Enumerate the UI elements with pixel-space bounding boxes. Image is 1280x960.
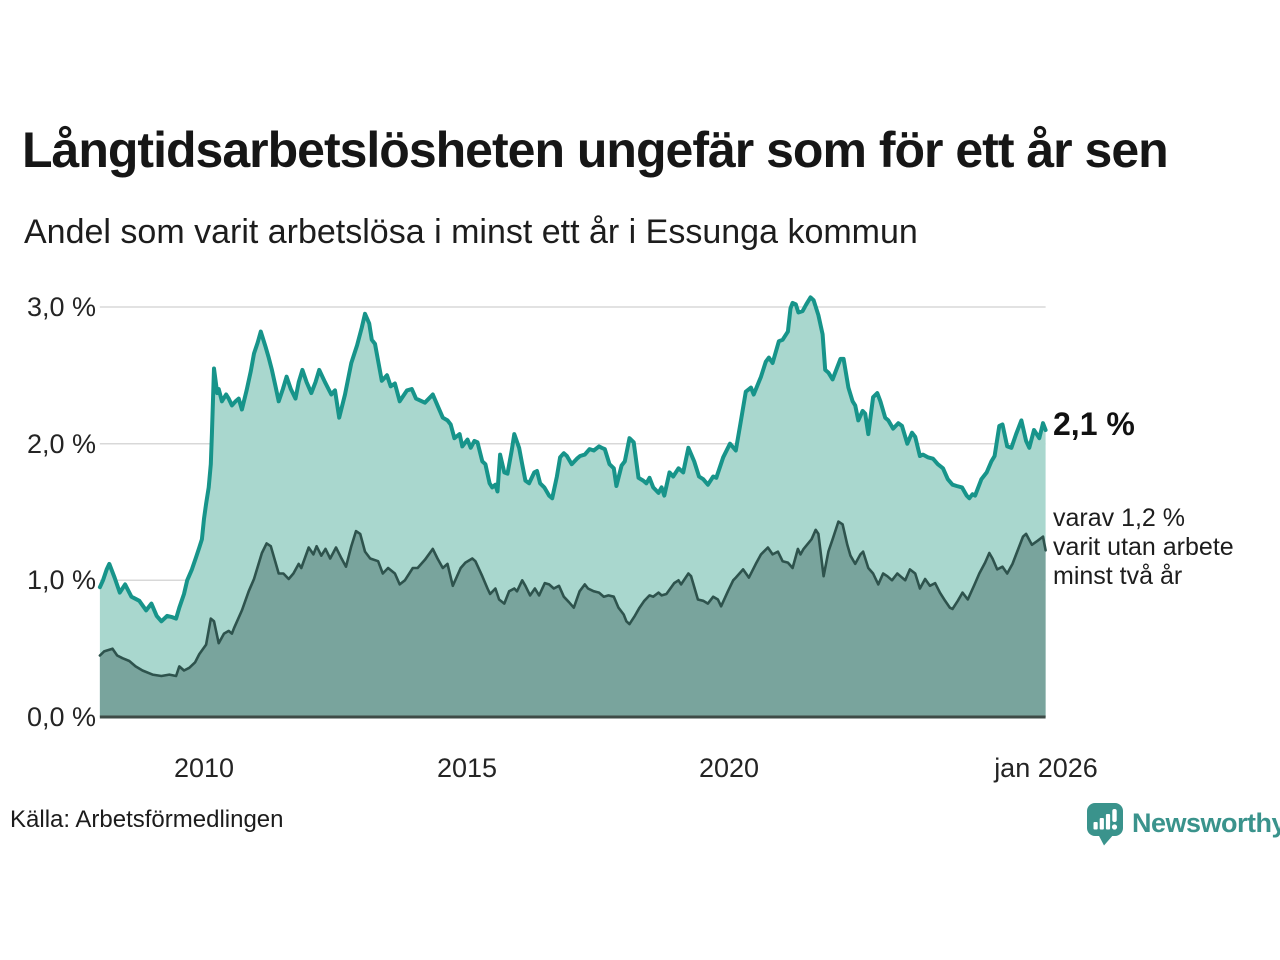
brand-wordmark: Newsworthy (1132, 808, 1280, 838)
y-axis-label-0: 0,0 % (26, 702, 96, 732)
source-note: Källa: Arbetsförmedlingen (10, 806, 284, 833)
secondary-annotation-line3: minst två år (1053, 562, 1183, 590)
x-axis-label-2020: 2020 (698, 753, 760, 783)
latest-value-annotation: 2,1 % (1053, 406, 1135, 442)
x-axis-label-2015: 2015 (436, 753, 498, 783)
y-axis-label-3: 3,0 % (26, 292, 96, 322)
secondary-annotation-line1: varav 1,2 % (1053, 504, 1186, 532)
y-axis-label-2: 2,0 % (26, 429, 96, 459)
secondary-annotation: varav 1,2 % varit utan arbete minst två … (1053, 504, 1234, 591)
newsworthy-logo-icon (1087, 803, 1123, 846)
page-title: Långtidsarbetslösheten ungefär som för e… (22, 122, 1169, 178)
secondary-annotation-line2: varit utan arbete (1053, 533, 1234, 561)
y-axis-label-1: 1,0 % (26, 565, 96, 595)
x-axis-label-2010: 2010 (173, 753, 235, 783)
x-axis-label-jan-2026: jan 2026 (994, 753, 1098, 783)
brand-lockup: Newsworthy (1086, 802, 1280, 848)
page-subtitle: Andel som varit arbetslösa i minst ett å… (24, 213, 918, 251)
